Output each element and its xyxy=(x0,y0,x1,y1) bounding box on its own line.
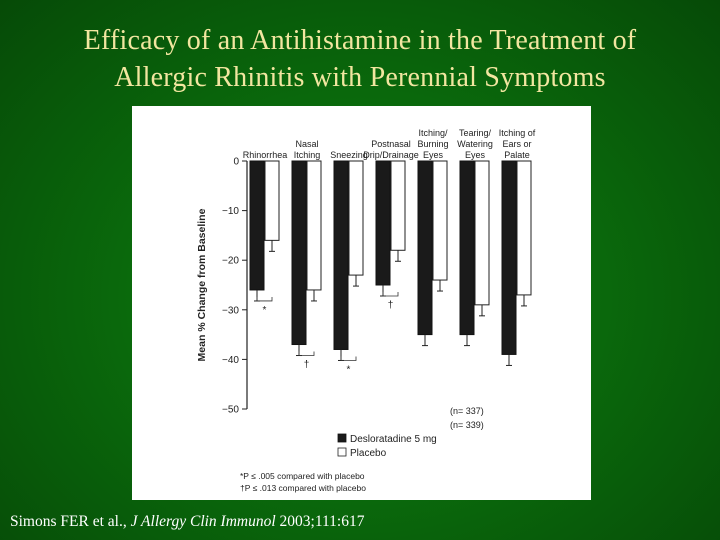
bar-desloratadine xyxy=(459,160,475,336)
bar-desloratadine xyxy=(375,160,391,286)
legend-label-desloratadine: Desloratadine 5 mg xyxy=(350,434,437,445)
citation-journal: J Allergy Clin Immunol xyxy=(130,513,276,530)
legend-n-desloratadine: (n= 337) xyxy=(450,406,484,416)
category-label: Palate xyxy=(504,150,530,160)
significance-bracket xyxy=(256,296,273,302)
bar-desloratadine xyxy=(333,160,349,350)
legend-label-placebo: Placebo xyxy=(350,448,387,459)
category-label: Itching xyxy=(294,150,321,160)
y-axis-title: Mean % Change from Baseline xyxy=(196,208,208,361)
category-label: Ears or xyxy=(502,139,531,149)
category-label: Rhinorrhea xyxy=(243,150,288,160)
citation: Simons FER et al., J Allergy Clin Immuno… xyxy=(10,513,365,531)
y-tick-label: −20 xyxy=(222,256,239,267)
legend-n-placebo: (n= 339) xyxy=(450,420,484,430)
bar-placebo xyxy=(264,160,280,241)
slide-title: Efficacy of an Antihistamine in the Trea… xyxy=(0,22,720,96)
citation-authors: Simons FER et al., xyxy=(10,513,131,530)
category-label: Nasal xyxy=(295,139,318,149)
significance-marker: † xyxy=(388,300,394,311)
significance-bracket xyxy=(382,292,399,297)
slide-title-line-2: Allergic Rhinitis with Perennial Symptom… xyxy=(114,62,606,93)
bar-placebo xyxy=(516,160,532,296)
significance-bracket xyxy=(340,356,357,361)
category-label: Burning xyxy=(417,139,448,149)
category-label: Postnasal xyxy=(371,139,411,149)
category-label: Watering xyxy=(457,139,493,149)
y-tick-label: −10 xyxy=(222,206,239,217)
significance-marker: † xyxy=(304,360,310,371)
bar-desloratadine xyxy=(249,160,265,291)
bar-placebo xyxy=(306,160,322,291)
bar-desloratadine xyxy=(417,160,433,336)
legend-swatch-desloratadine xyxy=(337,433,347,443)
bar-chart: 0 −10 −20 −30 −40 −50 Mean % Change from Basel… xyxy=(196,128,536,493)
y-tick-label: −30 xyxy=(222,305,239,316)
footnote: †P ≤ .013 compared with placebo xyxy=(240,483,366,493)
significance-bracket xyxy=(298,351,315,356)
citation-details: 2003;111:617 xyxy=(275,513,365,530)
footnote: *P ≤ .005 compared with placebo xyxy=(240,471,365,481)
bar-desloratadine xyxy=(501,160,517,355)
category-label: Sneezing xyxy=(330,150,368,160)
bar-placebo xyxy=(474,160,490,306)
category-label: Eyes xyxy=(465,150,486,160)
category-label: Drip/Drainage xyxy=(363,150,419,160)
bar-placebo xyxy=(432,160,448,281)
legend-swatch-placebo xyxy=(337,447,347,457)
category-label: Eyes xyxy=(423,150,444,160)
category-label: Itching of xyxy=(499,128,536,138)
slide-title-line-1: Efficacy of an Antihistamine in the Trea… xyxy=(83,25,637,56)
category-label: Tearing/ xyxy=(459,128,492,138)
significance-marker: * xyxy=(263,305,267,316)
y-tick-label: −40 xyxy=(222,355,239,366)
bar-placebo xyxy=(348,160,364,276)
significance-marker: * xyxy=(347,364,351,375)
category-label: Itching/ xyxy=(418,128,448,138)
y-tick-label: −50 xyxy=(222,405,239,416)
y-tick-label: 0 xyxy=(233,157,239,168)
bar-desloratadine xyxy=(291,160,307,346)
bar-placebo xyxy=(390,160,406,251)
chart-figure: 0 −10 −20 −30 −40 −50 Mean % Change from Basel… xyxy=(132,106,591,500)
